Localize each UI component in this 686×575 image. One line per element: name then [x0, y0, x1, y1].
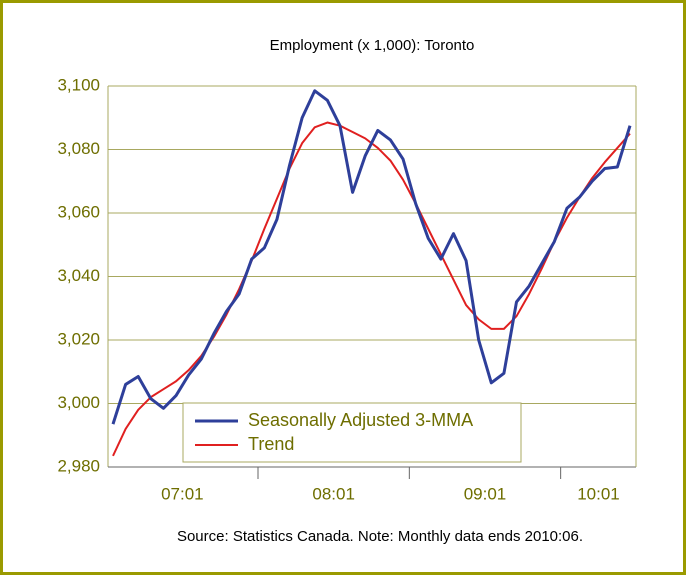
y-tick-label: 3,040 [57, 266, 100, 285]
y-tick-label: 2,980 [57, 456, 100, 475]
y-tick-label: 3,080 [57, 139, 100, 158]
source-note: Source: Statistics Canada. Note: Monthly… [177, 528, 583, 545]
y-tick-label: 3,020 [57, 329, 100, 348]
x-tick-label: 08:01 [312, 484, 355, 503]
legend-box [182, 402, 522, 463]
x-tick-label: 07:01 [161, 484, 204, 503]
legend-label: Trend [248, 434, 294, 454]
series-line [111, 89, 632, 425]
y-tick-label: 3,060 [57, 202, 100, 221]
y-tick-label: 3,100 [57, 75, 100, 94]
x-tick-label: 09:01 [464, 484, 507, 503]
x-tick-label: 10:01 [577, 484, 620, 503]
chart-title: Employment (x 1,000): Toronto [270, 37, 475, 54]
legend-label: Seasonally Adjusted 3-MMA [248, 410, 473, 430]
y-tick-label: 3,000 [57, 393, 100, 412]
